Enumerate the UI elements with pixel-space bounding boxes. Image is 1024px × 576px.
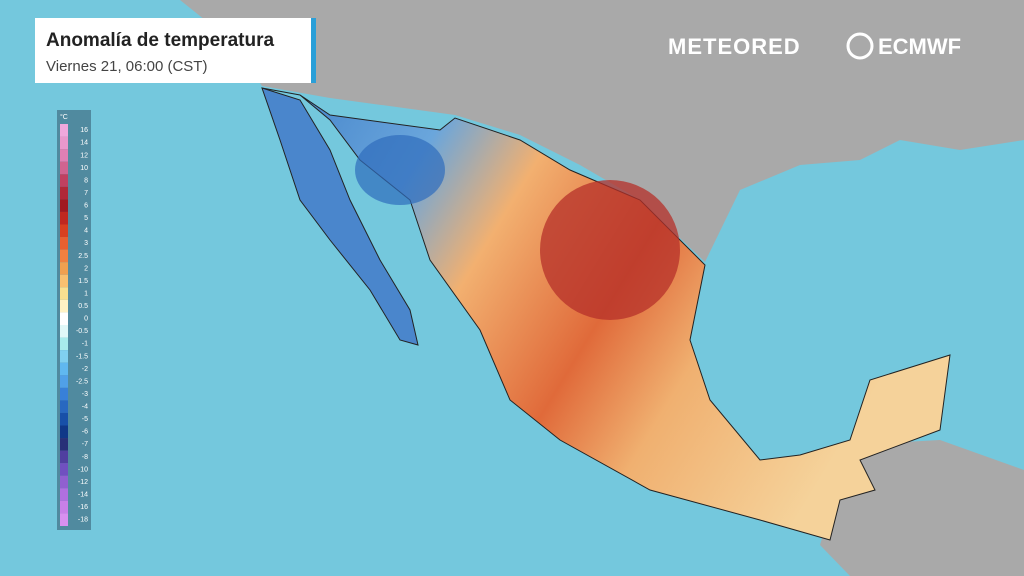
legend-swatch xyxy=(60,400,68,413)
legend-label: 1 xyxy=(84,290,88,297)
legend-swatch xyxy=(60,149,68,162)
legend-swatch xyxy=(60,174,68,187)
legend-swatch xyxy=(60,224,68,238)
legend-label: -2.5 xyxy=(76,378,88,385)
warm-area xyxy=(540,180,680,320)
brand-logo: METEORED xyxy=(668,34,801,59)
legend-swatch xyxy=(60,262,68,275)
brand-logo: ECMWF xyxy=(878,34,961,59)
legend-label: 12 xyxy=(80,152,88,159)
legend-swatch xyxy=(60,463,68,476)
legend-swatch xyxy=(60,161,68,175)
legend-label: -7 xyxy=(82,441,88,448)
legend-swatch xyxy=(60,237,68,250)
legend-label: -12 xyxy=(78,479,88,486)
title-box xyxy=(35,18,315,83)
land-north xyxy=(180,0,1024,262)
legend-label: -8 xyxy=(82,454,88,461)
legend-swatch xyxy=(60,513,68,526)
subtitle: Viernes 21, 06:00 (CST) xyxy=(46,58,207,75)
legend-swatch xyxy=(60,136,68,150)
legend-swatch xyxy=(60,211,68,225)
legend-swatch xyxy=(60,287,68,300)
legend-label: -5 xyxy=(82,416,88,423)
legend-swatch xyxy=(60,500,68,514)
legend-label: -1 xyxy=(82,341,88,348)
legend-swatch xyxy=(60,325,68,338)
legend-label: -3 xyxy=(82,391,88,398)
legend-label: 14 xyxy=(80,140,88,147)
legend-swatch xyxy=(60,438,68,451)
title-accent xyxy=(311,18,316,83)
legend-swatch xyxy=(60,488,68,501)
legend-label: -0.5 xyxy=(76,328,88,335)
legend-swatch xyxy=(60,387,68,401)
brand-icon xyxy=(846,32,874,60)
legend-swatch xyxy=(60,299,68,313)
legend-swatch xyxy=(60,274,68,288)
legend-label: 2 xyxy=(84,265,88,272)
legend-label: -14 xyxy=(78,491,88,498)
land-south xyxy=(820,440,1024,576)
legend-swatch xyxy=(60,312,68,325)
legend-label: -6 xyxy=(82,429,88,436)
legend-label: 7 xyxy=(84,190,88,197)
legend-swatch xyxy=(60,450,68,464)
legend-label: -4 xyxy=(82,404,88,411)
legend-label: 8 xyxy=(84,177,88,184)
legend-label: -1.5 xyxy=(76,353,88,360)
legend-swatch xyxy=(60,199,68,212)
legend-swatch xyxy=(60,375,68,388)
legend-swatch xyxy=(60,425,68,439)
legend-swatch xyxy=(60,249,68,263)
legend-label: 5 xyxy=(84,215,88,222)
legend-label: 10 xyxy=(80,165,88,172)
legend-unit: °C xyxy=(60,113,68,121)
legend-label: -16 xyxy=(78,504,88,511)
legend-label: 0 xyxy=(84,316,88,323)
legend-swatch xyxy=(60,337,68,351)
legend-swatch xyxy=(60,350,68,363)
legend-label: -18 xyxy=(78,517,88,524)
legend-label: 6 xyxy=(84,203,88,210)
legend-label: 2.5 xyxy=(78,253,88,260)
legend-label: 1.5 xyxy=(78,278,88,285)
baja-california xyxy=(261,87,419,346)
legend-swatch xyxy=(60,412,68,426)
legend-label: -2 xyxy=(82,366,88,373)
legend-swatch xyxy=(60,186,68,200)
legend-label: 0.5 xyxy=(78,303,88,310)
legend-swatch xyxy=(60,362,68,376)
legend-label: 4 xyxy=(84,228,88,235)
legend-label: 16 xyxy=(80,127,88,134)
legend-label: 3 xyxy=(84,240,88,247)
legend-swatch xyxy=(60,475,68,489)
legend-label: -10 xyxy=(78,466,88,473)
legend-swatch xyxy=(60,124,68,137)
cool-area xyxy=(355,135,445,205)
title: Anomalía de temperatura xyxy=(46,30,274,51)
